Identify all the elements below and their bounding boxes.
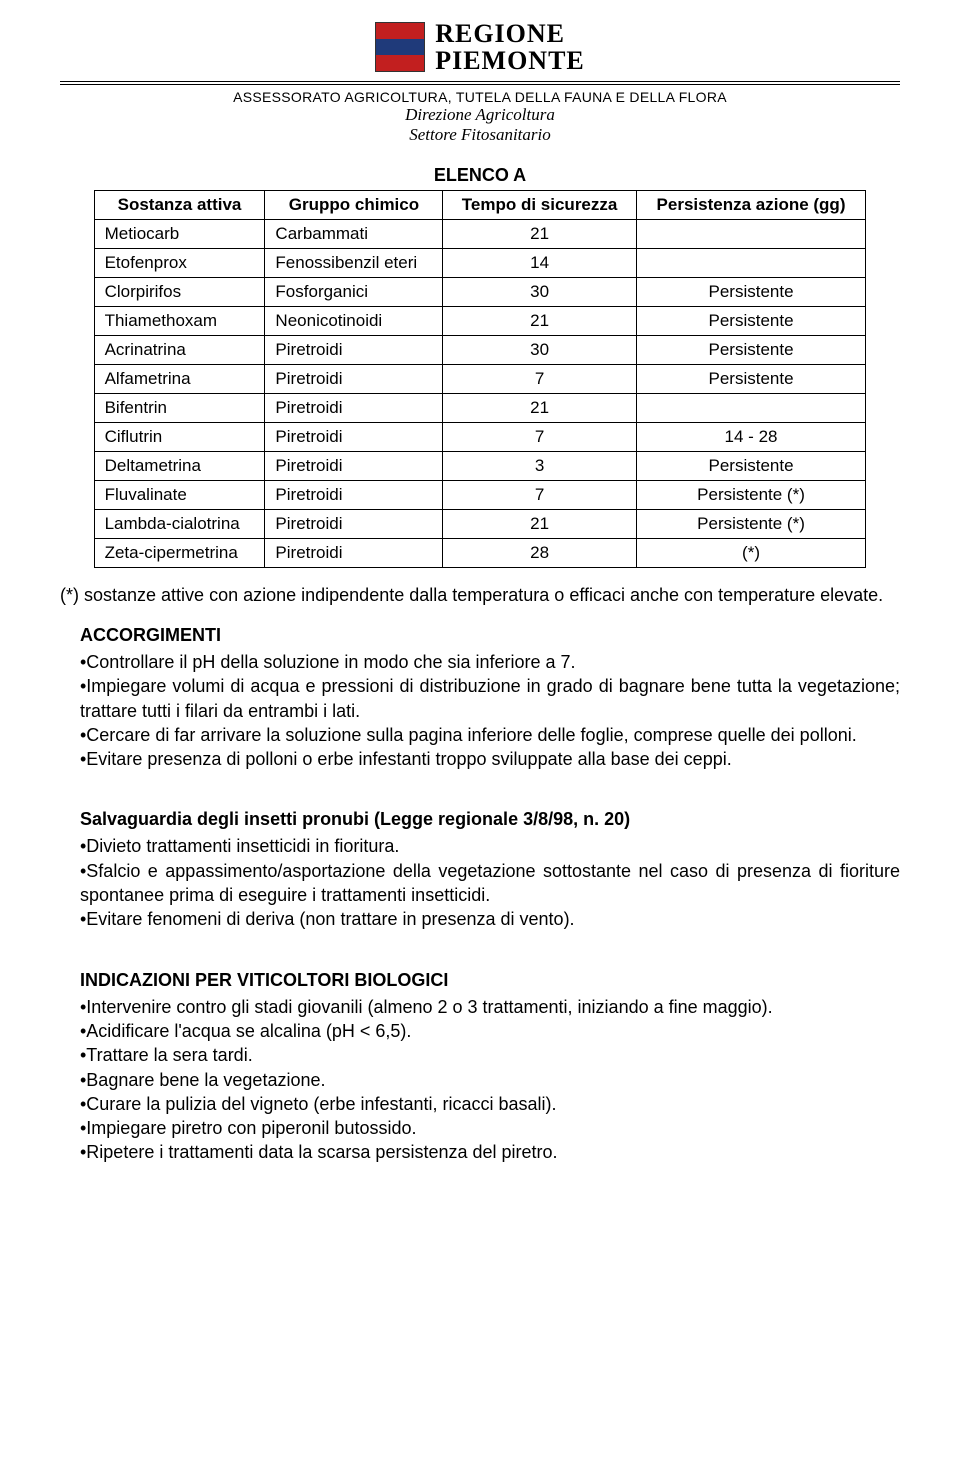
accorgimenti-title: ACCORGIMENTI xyxy=(80,625,900,646)
table-cell: Piretroidi xyxy=(265,480,443,509)
table-cell: Zeta-cipermetrina xyxy=(94,538,265,567)
bullet-item: •Evitare presenza di polloni o erbe infe… xyxy=(80,747,900,771)
table-cell: Persistente xyxy=(636,277,866,306)
table-cell: Piretroidi xyxy=(265,538,443,567)
header-settore: Settore Fitosanitario xyxy=(60,125,900,145)
table-row: AlfametrinaPiretroidi7Persistente xyxy=(94,364,866,393)
bullet-item: •Impiegare piretro con piperonil butossi… xyxy=(80,1116,900,1140)
bullet-item: •Bagnare bene la vegetazione. xyxy=(80,1068,900,1092)
table-cell: Lambda-cialotrina xyxy=(94,509,265,538)
col-tempo: Tempo di sicurezza xyxy=(443,190,636,219)
divider-top-2 xyxy=(60,84,900,85)
elenco-table: Sostanza attiva Gruppo chimico Tempo di … xyxy=(94,190,867,568)
table-cell: Fenossibenzil eteri xyxy=(265,248,443,277)
table-cell: Persistente xyxy=(636,364,866,393)
table-cell: Alfametrina xyxy=(94,364,265,393)
logo-line1: REGIONE xyxy=(435,20,585,47)
col-sostanza: Sostanza attiva xyxy=(94,190,265,219)
table-cell: 21 xyxy=(443,219,636,248)
table-cell: Bifentrin xyxy=(94,393,265,422)
table-cell: Thiamethoxam xyxy=(94,306,265,335)
table-row: FluvalinatePiretroidi7Persistente (*) xyxy=(94,480,866,509)
bullet-item: •Trattare la sera tardi. xyxy=(80,1043,900,1067)
table-cell: Piretroidi xyxy=(265,451,443,480)
col-gruppo: Gruppo chimico xyxy=(265,190,443,219)
table-cell: Acrinatrina xyxy=(94,335,265,364)
table-cell: 21 xyxy=(443,306,636,335)
table-row: AcrinatrinaPiretroidi30Persistente xyxy=(94,335,866,364)
table-cell: Carbammati xyxy=(265,219,443,248)
table-cell: Metiocarb xyxy=(94,219,265,248)
table-cell: Persistente xyxy=(636,306,866,335)
biologici-list: •Intervenire contro gli stadi giovanili … xyxy=(80,995,900,1165)
bullet-item: •Sfalcio e appassimento/asportazione del… xyxy=(80,859,900,908)
table-row: ThiamethoxamNeonicotinoidi21Persistente xyxy=(94,306,866,335)
table-row: EtofenproxFenossibenzil eteri14 xyxy=(94,248,866,277)
table-row: MetiocarbCarbammati21 xyxy=(94,219,866,248)
table-cell: Piretroidi xyxy=(265,422,443,451)
table-cell: Clorpirifos xyxy=(94,277,265,306)
bullet-item: •Ripetere i trattamenti data la scarsa p… xyxy=(80,1140,900,1164)
table-cell: 21 xyxy=(443,509,636,538)
table-cell: 30 xyxy=(443,277,636,306)
accorgimenti-list: •Controllare il pH della soluzione in mo… xyxy=(80,650,900,771)
header-block: ASSESSORATO AGRICOLTURA, TUTELA DELLA FA… xyxy=(60,89,900,145)
table-row: DeltametrinaPiretroidi3Persistente xyxy=(94,451,866,480)
table-row: Lambda-cialotrinaPiretroidi21Persistente… xyxy=(94,509,866,538)
table-cell: 7 xyxy=(443,480,636,509)
bullet-item: •Intervenire contro gli stadi giovanili … xyxy=(80,995,900,1019)
table-cell: Neonicotinoidi xyxy=(265,306,443,335)
table-cell: 14 xyxy=(443,248,636,277)
table-cell: Persistente (*) xyxy=(636,509,866,538)
col-persistenza: Persistenza azione (gg) xyxy=(636,190,866,219)
table-cell xyxy=(636,248,866,277)
logo-line2: PIEMONTE xyxy=(435,47,585,74)
footnote: (*) sostanze attive con azione indipende… xyxy=(60,584,900,607)
bullet-item: •Divieto trattamenti insetticidi in fior… xyxy=(80,834,900,858)
logo-block: REGIONE PIEMONTE xyxy=(60,20,900,75)
table-row: CiflutrinPiretroidi714 - 28 xyxy=(94,422,866,451)
table-cell xyxy=(636,219,866,248)
bullet-item: •Cercare di far arrivare la soluzione su… xyxy=(80,723,900,747)
header-assessorato: ASSESSORATO AGRICOLTURA, TUTELA DELLA FA… xyxy=(60,89,900,105)
salvaguardia-list: •Divieto trattamenti insetticidi in fior… xyxy=(80,834,900,931)
table-cell: Fosforganici xyxy=(265,277,443,306)
table-title: ELENCO A xyxy=(60,165,900,186)
table-cell: Etofenprox xyxy=(94,248,265,277)
table-row: Zeta-cipermetrinaPiretroidi28(*) xyxy=(94,538,866,567)
table-header-row: Sostanza attiva Gruppo chimico Tempo di … xyxy=(94,190,866,219)
table-cell: 28 xyxy=(443,538,636,567)
table-cell: Piretroidi xyxy=(265,335,443,364)
table-cell: 14 - 28 xyxy=(636,422,866,451)
table-cell: Persistente xyxy=(636,335,866,364)
logo-text: REGIONE PIEMONTE xyxy=(435,20,585,75)
logo-flag-icon xyxy=(375,22,425,72)
table-cell: Fluvalinate xyxy=(94,480,265,509)
table-cell: 7 xyxy=(443,364,636,393)
salvaguardia-title: Salvaguardia degli insetti pronubi (Legg… xyxy=(80,809,900,830)
bullet-item: •Curare la pulizia del vigneto (erbe inf… xyxy=(80,1092,900,1116)
biologici-title: INDICAZIONI PER VITICOLTORI BIOLOGICI xyxy=(80,970,900,991)
bullet-item: •Controllare il pH della soluzione in mo… xyxy=(80,650,900,674)
table-cell: Piretroidi xyxy=(265,509,443,538)
table-cell: Persistente xyxy=(636,451,866,480)
table-cell: (*) xyxy=(636,538,866,567)
bullet-item: •Acidificare l'acqua se alcalina (pH < 6… xyxy=(80,1019,900,1043)
table-cell xyxy=(636,393,866,422)
table-cell: 21 xyxy=(443,393,636,422)
table-row: BifentrinPiretroidi21 xyxy=(94,393,866,422)
table-cell: Piretroidi xyxy=(265,364,443,393)
table-cell: Piretroidi xyxy=(265,393,443,422)
table-cell: 30 xyxy=(443,335,636,364)
table-row: ClorpirifosFosforganici30Persistente xyxy=(94,277,866,306)
bullet-item: •Evitare fenomeni di deriva (non trattar… xyxy=(80,907,900,931)
table-cell: Ciflutrin xyxy=(94,422,265,451)
bullet-item: •Impiegare volumi di acqua e pressioni d… xyxy=(80,674,900,723)
table-cell: 3 xyxy=(443,451,636,480)
table-cell: Deltametrina xyxy=(94,451,265,480)
table-cell: 7 xyxy=(443,422,636,451)
table-cell: Persistente (*) xyxy=(636,480,866,509)
header-direzione: Direzione Agricoltura xyxy=(60,105,900,125)
